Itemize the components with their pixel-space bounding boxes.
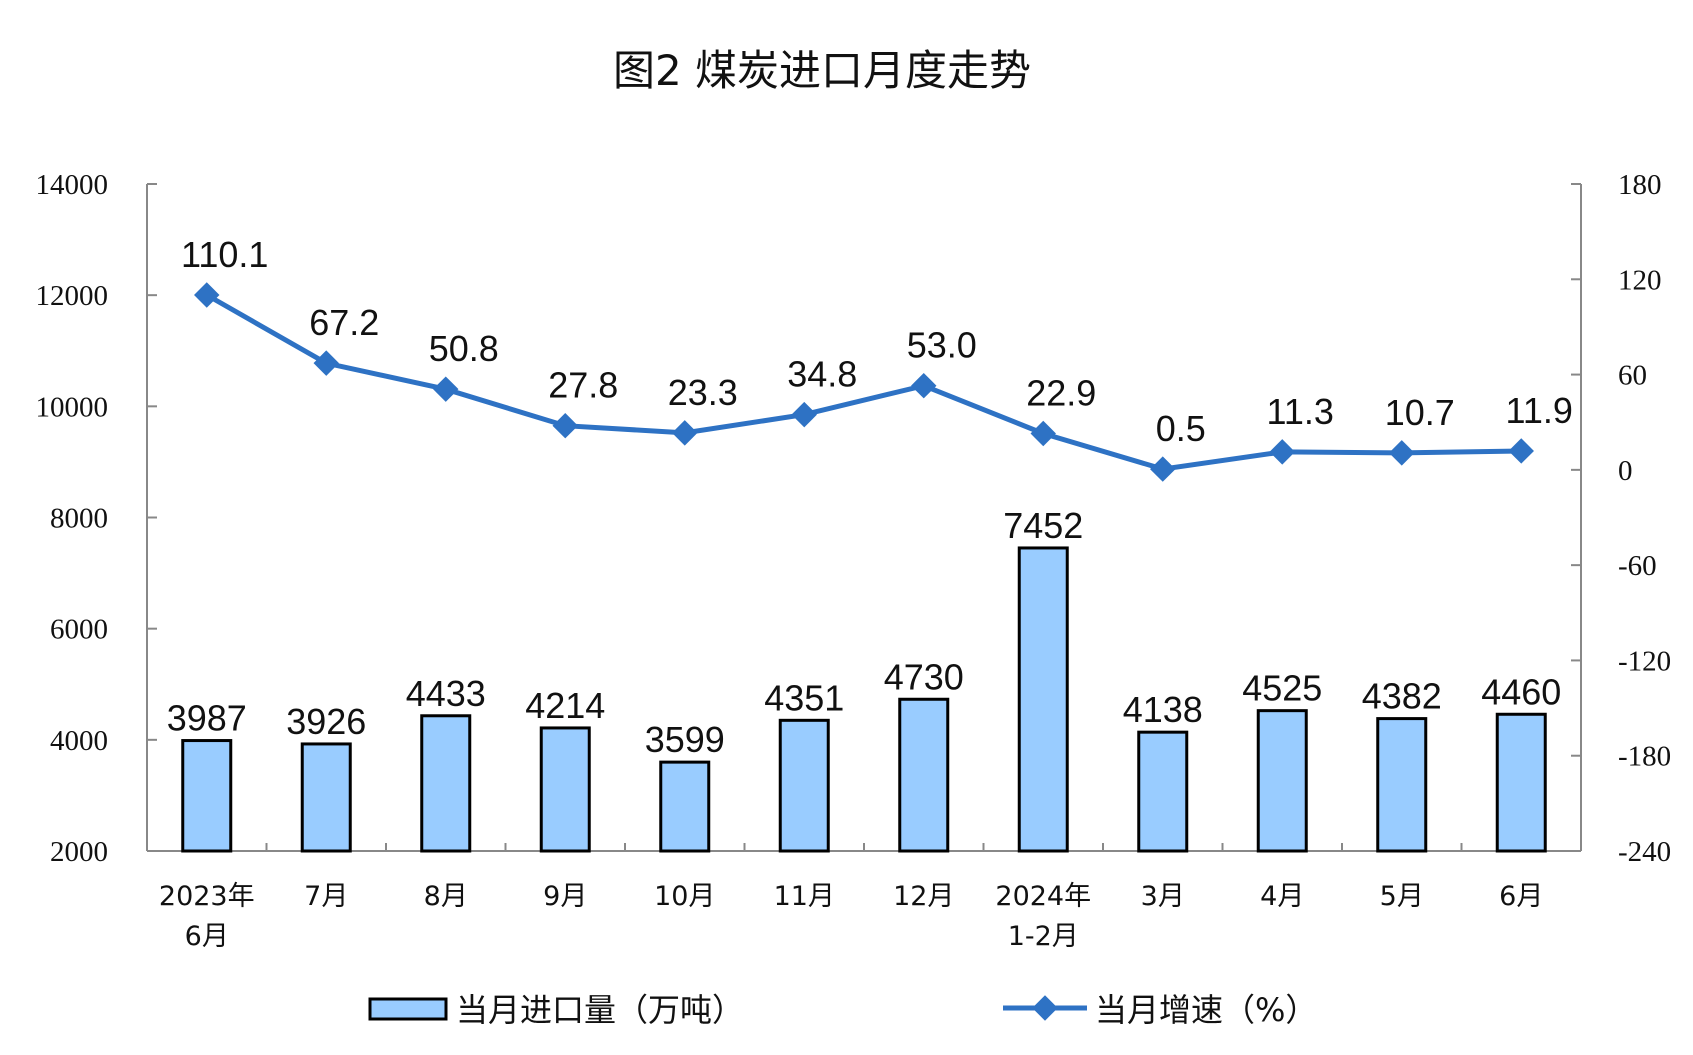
legend-line-marker [1032, 995, 1058, 1021]
legend: 当月进口量（万吨） 当月增速（%） [368, 991, 1317, 1029]
right-tick-label: -240 [1618, 836, 1671, 868]
bar-value-label: 4351 [764, 677, 844, 718]
right-tick-label: -120 [1618, 645, 1671, 677]
legend-bar-label: 当月进口量（万吨） [456, 991, 744, 1029]
bar-value-label: 4460 [1481, 671, 1561, 712]
bar [898, 697, 950, 853]
bar [1017, 546, 1069, 853]
bar [1256, 709, 1308, 853]
growth-point-marker [1508, 438, 1534, 464]
growth-value-label: 0.5 [1156, 408, 1206, 449]
growth-point-marker [313, 350, 339, 376]
growth-value-label: 53.0 [907, 325, 977, 366]
growth-value-label: 50.8 [429, 328, 499, 369]
legend-bar-swatch [368, 997, 448, 1021]
right-tick-label: 0 [1618, 455, 1633, 487]
right-tick-label: 180 [1618, 169, 1662, 201]
growth-point-marker [194, 282, 220, 308]
x-category-label: 9月 [543, 881, 587, 912]
bar [778, 718, 830, 853]
growth-point-marker [911, 372, 937, 399]
x-category-label: 5月 [1380, 881, 1424, 912]
x-category-label: 2023年 [159, 881, 255, 912]
bar [300, 742, 352, 853]
growth-value-label: 11.3 [1267, 391, 1334, 432]
growth-value-label: 67.2 [309, 302, 379, 343]
bar-value-label: 4138 [1123, 689, 1203, 730]
growth-value-label: 34.8 [787, 354, 857, 395]
left-tick-label: 14000 [36, 169, 109, 201]
bar [1495, 712, 1547, 853]
bar [1376, 717, 1428, 853]
growth-point-marker [791, 401, 817, 428]
left-tick-label: 10000 [36, 391, 109, 423]
bar [1137, 730, 1189, 853]
bar-value-label: 3926 [286, 701, 366, 742]
bar-value-label: 4382 [1362, 676, 1442, 717]
bar [539, 726, 591, 853]
growth-value-label: 11.9 [1506, 390, 1573, 431]
right-tick-label: 60 [1618, 360, 1647, 392]
x-category-label: 10月 [654, 881, 715, 912]
growth-point-marker [433, 376, 459, 402]
bar-value-label: 4730 [884, 656, 964, 697]
growth-value-label: 22.9 [1026, 372, 1096, 413]
growth-point-marker [552, 412, 578, 439]
chart-title: 图2 煤炭进口月度走势 [613, 46, 1031, 95]
x-category-label: 7月 [304, 881, 348, 912]
bar [181, 739, 233, 853]
bar-value-label: 7452 [1003, 505, 1083, 546]
growth-value-label: 10.7 [1385, 392, 1455, 433]
right-tick-label: -180 [1618, 741, 1671, 773]
right-tick-label: -60 [1618, 550, 1657, 582]
left-tick-label: 6000 [50, 614, 108, 646]
growth-point-marker [1030, 420, 1056, 447]
x-category-label: 8月 [424, 881, 468, 912]
x-category-label: 3月 [1141, 881, 1185, 912]
bar [420, 714, 472, 853]
growth-point-marker [1269, 439, 1295, 465]
bar-value-label: 4525 [1242, 668, 1322, 709]
left-tick-label: 12000 [36, 280, 109, 312]
x-category-label: 4月 [1260, 881, 1304, 912]
growth-value-label: 110.1 [181, 234, 268, 275]
bar-value-label: 3599 [645, 719, 725, 760]
x-category-label: 6月 [185, 921, 229, 952]
growth-point-marker [1150, 456, 1176, 482]
growth-value-label: 27.8 [548, 365, 618, 406]
growth-point-marker [1389, 440, 1415, 466]
left-tick-label: 2000 [50, 836, 108, 868]
bar-value-label: 4433 [406, 673, 486, 714]
legend-line-label: 当月增速（%） [1095, 991, 1317, 1029]
bar-value-label: 3987 [167, 698, 247, 739]
growth-line [205, 292, 1522, 472]
bar [659, 760, 711, 853]
x-category-label: 1-2月 [1008, 921, 1079, 952]
x-category-label: 2024年 [995, 881, 1091, 912]
right-tick-label: 120 [1618, 264, 1662, 296]
x-category-label: 12月 [893, 881, 954, 912]
growth-value-label: 23.3 [668, 372, 738, 413]
growth-point-marker [672, 420, 698, 446]
x-category-label: 6月 [1499, 881, 1543, 912]
left-tick-label: 8000 [50, 503, 108, 535]
bar-value-label: 4214 [525, 685, 605, 726]
x-category-label: 11月 [774, 881, 835, 912]
left-tick-label: 4000 [50, 725, 108, 757]
